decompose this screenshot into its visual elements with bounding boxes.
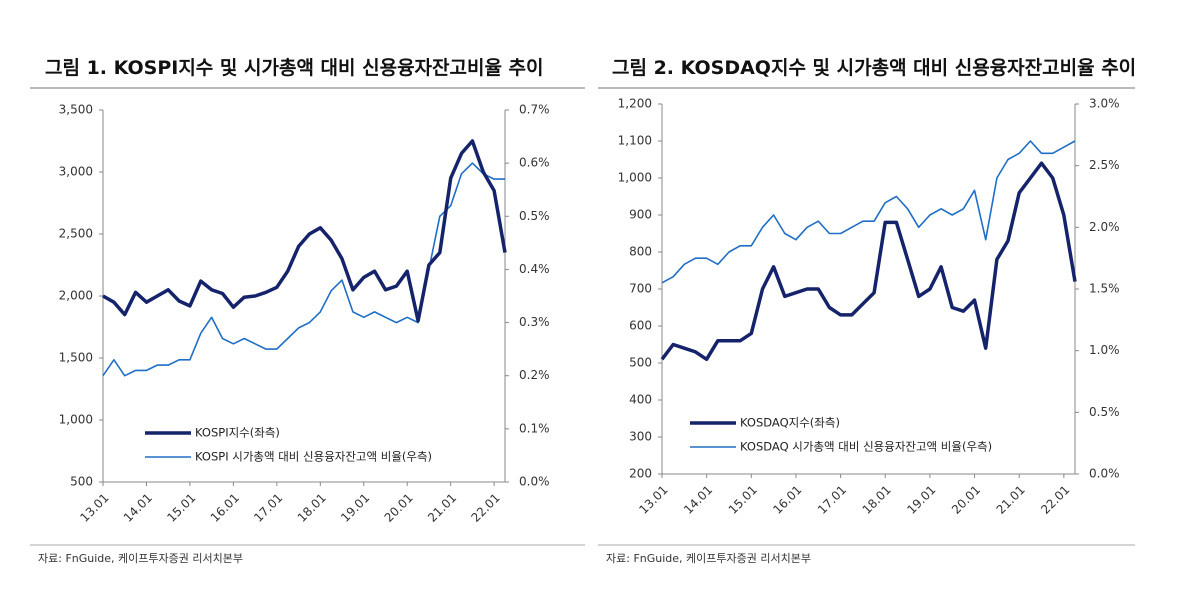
x-tick-label: 16.01 <box>208 491 242 525</box>
y-tick-label: 2,500 <box>59 227 93 241</box>
y2-tick-label: 1.0% <box>1089 343 1120 357</box>
y2-tick-label: 1.5% <box>1089 282 1120 296</box>
x-tick-label: 20.01 <box>949 483 983 517</box>
x-tick-label: 13.01 <box>636 483 670 517</box>
legend-label: KOSDAQ지수(좌측) <box>740 416 840 430</box>
x-tick-label: 19.01 <box>904 483 938 517</box>
y2-tick-label: 0.0% <box>519 475 550 489</box>
y-tick-label: 600 <box>629 319 652 333</box>
x-tick-label: 15.01 <box>164 491 198 525</box>
y2-tick-label: 0.6% <box>519 156 550 170</box>
y-tick-label: 500 <box>629 356 652 370</box>
y2-tick-label: 3.0% <box>1089 97 1120 111</box>
series-line <box>660 161 1077 362</box>
y2-tick-label: 0.1% <box>519 421 550 435</box>
series-line <box>102 162 505 377</box>
y-tick-label: 1,000 <box>618 171 652 185</box>
x-tick-label: 18.01 <box>295 491 329 525</box>
y-tick-label: 800 <box>629 245 652 259</box>
source: 자료: FnGuide, 케이프투자증권 리서치본부 <box>606 552 811 565</box>
y2-tick-label: 2.5% <box>1089 158 1120 172</box>
y-tick-label: 900 <box>629 208 652 222</box>
y-tick-label: 1,000 <box>59 413 93 427</box>
y2-tick-label: 0.7% <box>519 103 550 117</box>
y-tick-label: 1,100 <box>618 134 652 148</box>
legend-label: KOSPI 시가총액 대비 신용융자잔고액 비율(우측) <box>195 450 432 464</box>
y-tick-label: 500 <box>70 475 93 489</box>
y2-tick-label: 0.0% <box>1089 467 1120 481</box>
x-tick-label: 22.01 <box>469 491 503 525</box>
y-tick-label: 3,000 <box>59 165 93 179</box>
x-tick-label: 15.01 <box>726 483 760 517</box>
x-tick-label: 13.01 <box>77 491 111 525</box>
x-tick-label: 18.01 <box>860 483 894 517</box>
y-tick-label: 200 <box>629 467 652 481</box>
y2-tick-label: 0.4% <box>519 262 550 276</box>
legend-label: KOSPI지수(좌측) <box>195 426 280 440</box>
x-tick-label: 17.01 <box>815 483 849 517</box>
x-tick-label: 19.01 <box>338 491 372 525</box>
x-tick-label: 16.01 <box>770 483 804 517</box>
y-tick-label: 700 <box>629 282 652 296</box>
y-tick-label: 400 <box>629 393 652 407</box>
x-tick-label: 20.01 <box>382 491 416 525</box>
y-tick-label: 3,500 <box>59 103 93 117</box>
y2-tick-label: 2.0% <box>1089 220 1120 234</box>
x-tick-label: 17.01 <box>251 491 285 525</box>
y-tick-label: 1,200 <box>618 97 652 111</box>
x-tick-label: 14.01 <box>121 491 155 525</box>
x-tick-label: 21.01 <box>425 491 459 525</box>
x-tick-label: 14.01 <box>681 483 715 517</box>
legend-label: KOSDAQ 시가총액 대비 신용융자잔고액 비율(우측) <box>740 440 992 454</box>
x-tick-label: 22.01 <box>1038 483 1072 517</box>
chart-title: 그림 1. KOSPI지수 및 시가총액 대비 신용융자잔고비율 추이 <box>45 57 544 79</box>
y-tick-label: 300 <box>629 430 652 444</box>
y2-tick-label: 0.2% <box>519 368 550 382</box>
y2-tick-label: 0.3% <box>519 315 550 329</box>
chart-title: 그림 2. KOSDAQ지수 및 시가총액 대비 신용융자잔고비율 추이 <box>612 57 1136 79</box>
source: 자료: FnGuide, 케이프투자증권 리서치본부 <box>38 552 243 565</box>
y2-tick-label: 0.5% <box>1089 405 1120 419</box>
x-tick-label: 21.01 <box>994 483 1028 517</box>
y-tick-label: 2,000 <box>59 289 93 303</box>
series-line <box>102 139 507 323</box>
y2-tick-label: 0.5% <box>519 209 550 223</box>
series-line <box>661 140 1076 284</box>
y-tick-label: 1,500 <box>59 351 93 365</box>
